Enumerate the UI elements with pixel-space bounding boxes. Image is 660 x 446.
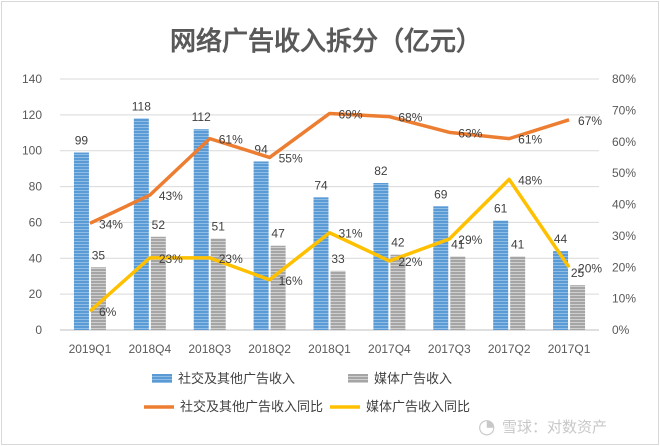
- y-left-tick-label: 140: [22, 72, 42, 86]
- watermark-logo-icon: ◔: [478, 414, 495, 438]
- y-axis-left: 0 20 40 60 80 100 120 140: [22, 72, 42, 337]
- bar-data-label: 44: [554, 232, 568, 246]
- line-data-label: 48%: [518, 173, 542, 187]
- line-social-yoy: [89, 111, 570, 225]
- bar: [390, 254, 406, 330]
- legend-label: 媒体广告收入: [374, 372, 452, 387]
- bar: [330, 270, 346, 330]
- bar: [493, 220, 509, 330]
- line-data-label: 23%: [219, 252, 243, 266]
- bar-data-label: 118: [132, 99, 151, 113]
- watermark: ◔ 雪球：对数资产: [478, 414, 607, 438]
- bar: [570, 285, 586, 330]
- bar: [133, 118, 149, 330]
- bar: [433, 206, 449, 330]
- bar-data-label: 99: [75, 134, 89, 148]
- line-data-label: 16%: [279, 274, 303, 288]
- x-tick-label: 2017Q2: [488, 342, 531, 356]
- line-data-label: 55%: [279, 151, 303, 165]
- legend-swatch: [152, 374, 172, 383]
- bar-data-label: 51: [212, 220, 226, 234]
- x-tick-label: 2019Q1: [69, 342, 112, 356]
- x-tick-label: 2017Q4: [368, 342, 411, 356]
- y-left-tick-label: 0: [35, 323, 42, 337]
- y-right-tick-label: 50%: [612, 166, 636, 180]
- y-left-tick-label: 80: [29, 180, 43, 194]
- y-axis-right: 0% 10% 20% 30% 40% 50% 60% 70% 80%: [612, 72, 636, 337]
- chart-title: 网络广告收入拆分（亿元）: [170, 26, 482, 57]
- watermark-text: 雪球：对数资产: [502, 418, 607, 436]
- line-data-label: 6%: [99, 305, 117, 319]
- bar-data-label: 74: [314, 178, 328, 192]
- line-series: 34% 43% 61% 55% 69% 68% 63% 61% 67% 6% 23% 23% 16% 31…: [88, 108, 602, 319]
- bar: [90, 267, 106, 330]
- bar: [193, 129, 209, 330]
- legend-label: 媒体广告收入同比: [366, 400, 470, 415]
- line-data-label: 29%: [458, 233, 482, 247]
- bar: [150, 236, 166, 330]
- line-data-label: 34%: [99, 217, 123, 231]
- line-data-label: 63%: [458, 126, 482, 140]
- bar-data-label: 112: [192, 110, 211, 124]
- bar-data-label: 25: [571, 266, 585, 280]
- x-tick-label: 2018Q1: [308, 342, 351, 356]
- y-right-tick-label: 80%: [612, 72, 636, 86]
- y-right-tick-label: 60%: [612, 135, 636, 149]
- x-tick-label: 2017Q1: [548, 342, 591, 356]
- legend-label: 社交及其他广告收入: [178, 371, 295, 387]
- bar-data-label: 35: [92, 248, 106, 262]
- x-tick-label: 2017Q3: [428, 342, 471, 356]
- line-data-label: 31%: [339, 227, 363, 241]
- bar-data-label: 33: [331, 252, 345, 266]
- y-left-tick-label: 100: [22, 144, 42, 158]
- y-left-tick-label: 20: [29, 287, 43, 301]
- bar-data-label: 42: [391, 236, 405, 250]
- legend-swatch: [348, 374, 368, 383]
- y-right-tick-label: 10%: [612, 292, 636, 306]
- line-data-label: 22%: [398, 255, 422, 269]
- bar-data-label: 41: [451, 237, 465, 251]
- legend-label: 社交及其他广告收入同比: [180, 399, 323, 415]
- bar: [73, 152, 89, 330]
- bar-data-label: 61: [494, 202, 508, 216]
- bar: [553, 251, 569, 330]
- y-right-tick-label: 70%: [612, 103, 636, 117]
- bar: [253, 161, 269, 330]
- line-data-label: 68%: [398, 111, 422, 125]
- y-right-tick-label: 30%: [612, 229, 636, 243]
- bar: [510, 256, 526, 330]
- bar: [450, 256, 466, 330]
- line-data-label: 67%: [578, 114, 602, 128]
- y-left-tick-label: 120: [22, 108, 42, 122]
- y-right-tick-label: 0%: [612, 323, 630, 337]
- line-data-label: 61%: [219, 133, 243, 147]
- line-data-label: 61%: [518, 133, 542, 147]
- y-right-tick-label: 20%: [612, 260, 636, 274]
- x-tick-label: 2018Q4: [128, 342, 171, 356]
- line-data-label: 20%: [578, 261, 602, 275]
- bar-data-label: 52: [152, 218, 166, 232]
- y-right-tick-label: 40%: [612, 198, 636, 212]
- y-left-tick-label: 40: [29, 251, 43, 265]
- bar: [313, 197, 329, 330]
- bar-data-label: 41: [511, 237, 525, 251]
- line-data-label: 23%: [159, 252, 183, 266]
- bar: [270, 245, 286, 330]
- x-axis: 2019Q1 2018Q4 2018Q3 2018Q2 2018Q1 2017Q4 2017…: [69, 342, 591, 356]
- bar-data-label: 47: [271, 227, 285, 241]
- line-data-label: 43%: [159, 189, 183, 203]
- line-media-yoy: [88, 177, 571, 313]
- bar-data-label: 69: [434, 187, 448, 201]
- line-data-label: 69%: [339, 108, 363, 122]
- x-tick-label: 2018Q2: [248, 342, 291, 356]
- y-left-tick-label: 60: [29, 215, 43, 229]
- bar-data-label: 82: [374, 164, 388, 178]
- x-tick-label: 2018Q3: [188, 342, 231, 356]
